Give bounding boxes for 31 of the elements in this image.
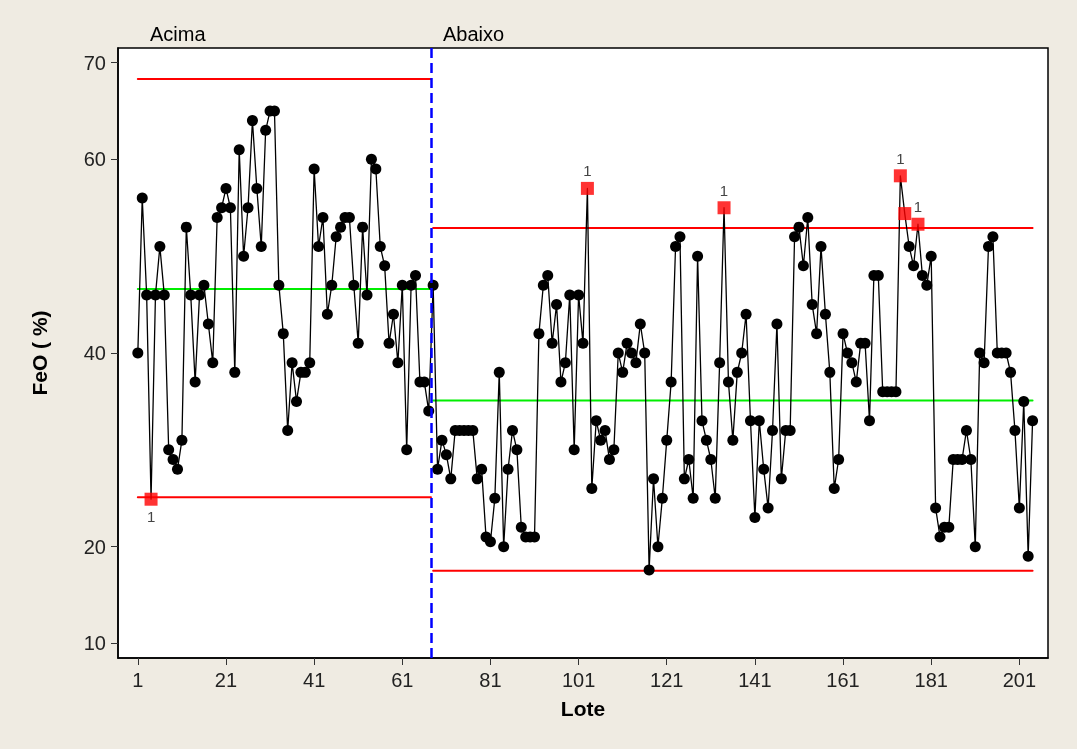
point [580,181,594,195]
annotation: 1 [146,508,156,526]
x-tick-label: 41 [303,669,326,691]
text: Abaixo [442,23,505,45]
x-tick-label: 101 [561,669,596,691]
y-tick-label: 20 [83,535,106,558]
y-axis-title: FeO ( %) [28,310,51,396]
text: Acima [150,23,207,45]
x-tick-label: 121 [650,669,684,691]
y-tick-label: 10 [83,632,106,655]
x-tick-label: 1 [132,669,144,691]
x-tick-label: 161 [826,669,860,691]
point [898,207,912,221]
annotation: 1 [913,198,923,216]
y-tick-label: 60 [83,148,106,171]
x-tick-label: 61 [391,669,414,691]
point [911,217,925,231]
x-tick-label: 21 [214,669,238,691]
x-tick-label: 141 [738,669,772,691]
x-axis-title: Lote [560,697,606,720]
point [717,201,731,215]
x-tick-label: 181 [914,669,948,691]
annotation: 1 [583,162,592,180]
point [144,492,158,506]
point [893,169,907,183]
annotation: 1 [719,181,729,199]
annotation: 1 [896,149,905,167]
y-tick-label: 40 [83,342,106,364]
x-tick-label: 81 [479,669,502,691]
x-tick-label: 201 [1002,669,1037,691]
y-tick-label: 70 [83,51,106,74]
